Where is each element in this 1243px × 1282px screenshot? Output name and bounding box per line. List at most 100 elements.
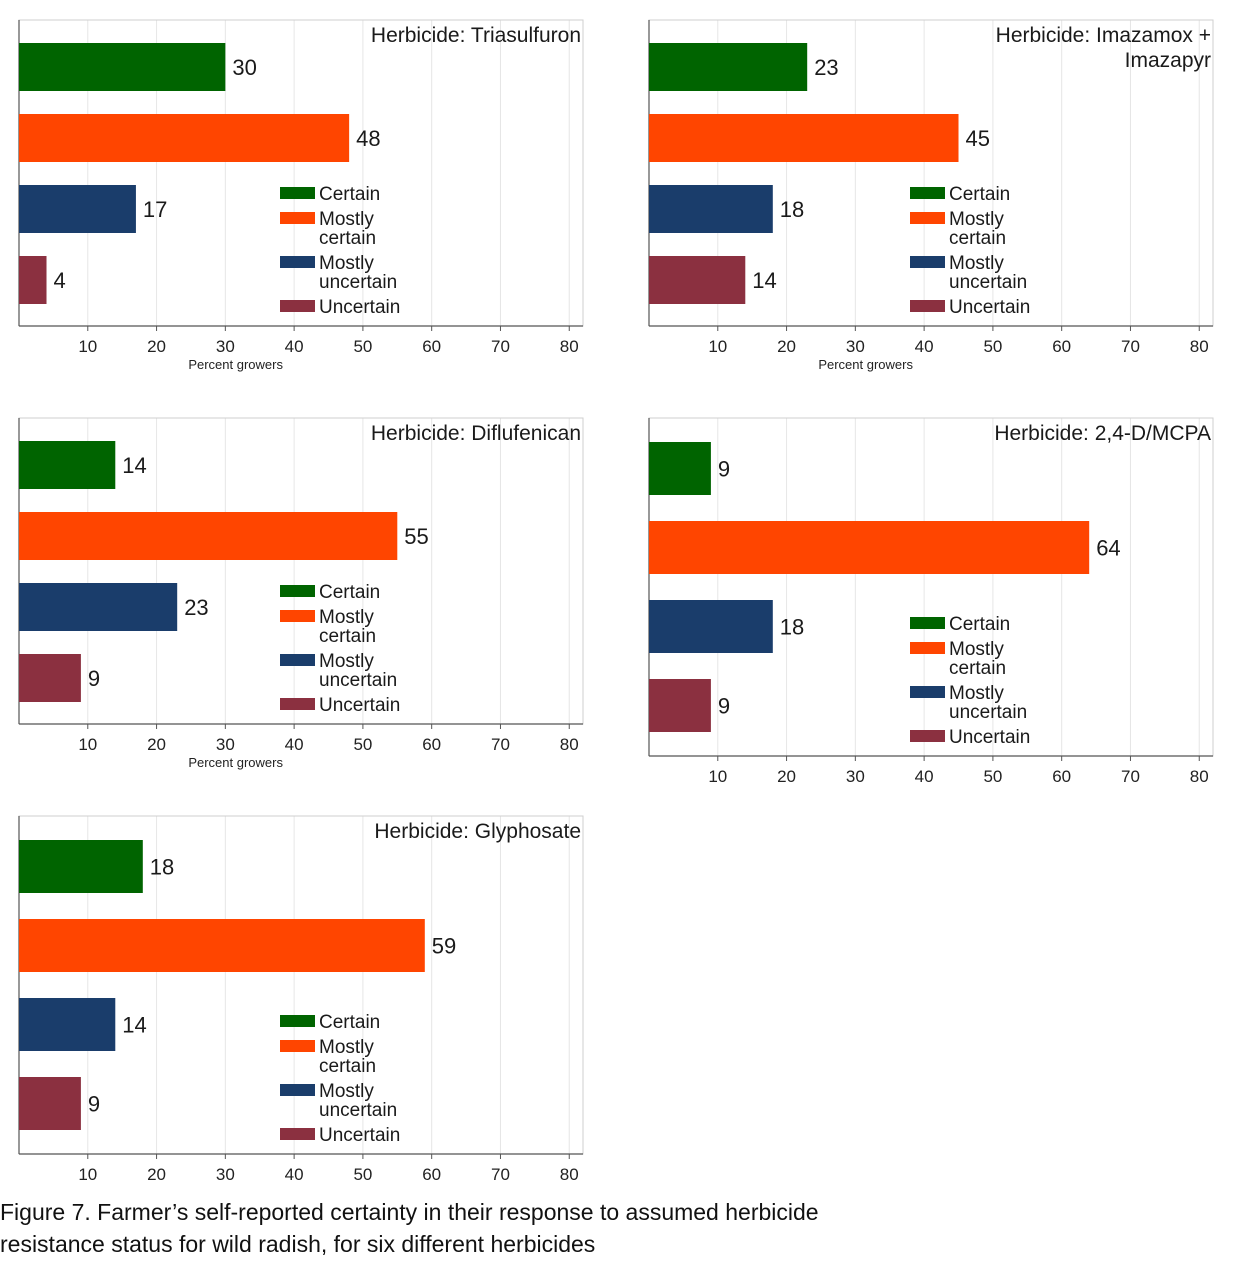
x-tick-label: 80 [1190,337,1209,356]
legend-label: uncertain [319,272,397,293]
bar-1 [649,442,711,495]
bar-4 [19,654,81,702]
bar-value-label: 30 [232,55,256,80]
bar-2 [649,521,1090,574]
legend-label: Certain [319,1012,380,1033]
x-tick-label: 20 [147,337,166,356]
legend-label: Uncertain [949,727,1030,748]
panel-title: Herbicide: Imazamox + [996,24,1211,47]
x-tick-label: 30 [216,1165,235,1184]
legend-swatch [280,698,315,710]
legend-label: certain [319,228,376,249]
caption-line-1: Figure 7. Farmer’s self-reported certain… [0,1199,819,1225]
bar-value-label: 17 [143,197,167,222]
legend-label: Mostly [949,209,1004,230]
x-axis-label: Percent growers [188,357,283,372]
legend-swatch [910,730,945,742]
x-tick-label: 30 [216,735,235,754]
chart-panel-5: 10 20 30 40 50 60 70 80 Herbicide: Glyphosate 18 5… [18,815,584,1184]
legend-label: Uncertain [319,1125,400,1146]
legend-label: Certain [319,184,380,205]
legend-label: certain [319,626,376,647]
legend-swatch [280,300,315,312]
x-tick-label: 10 [78,735,97,754]
x-tick-label: 60 [422,1165,441,1184]
bar-1 [19,441,116,489]
legend-label: Mostly [319,253,374,274]
legend-swatch [280,610,315,622]
bar-3 [19,998,116,1051]
bar-3 [649,600,773,653]
bar-3 [19,583,178,631]
legend-swatch [910,617,945,629]
x-tick-label: 80 [1190,767,1209,786]
legend-swatch [280,654,315,666]
bar-value-label: 23 [184,595,208,620]
legend-swatch [910,686,945,698]
bar-value-label: 9 [88,1092,100,1117]
x-tick-label: 10 [708,337,727,356]
legend-label: Uncertain [319,695,400,716]
x-tick-label: 70 [491,337,510,356]
legend-label: Certain [319,582,380,603]
legend-swatch [280,1015,315,1027]
legend-label: Mostly [949,683,1004,704]
legend-swatch [280,256,315,268]
bar-2 [19,512,398,560]
x-tick-label: 50 [353,1165,372,1184]
legend-label: Mostly [319,1081,374,1102]
x-axis-label: Percent growers [188,755,283,770]
x-tick-label: 50 [983,767,1002,786]
legend-label: Uncertain [949,297,1030,318]
x-tick-label: 20 [147,1165,166,1184]
bar-value-label: 23 [814,55,838,80]
bar-2 [19,114,350,162]
x-tick-label: 40 [915,767,934,786]
legend-swatch [280,585,315,597]
bar-value-label: 48 [356,126,380,151]
legend-swatch [280,212,315,224]
x-tick-label: 30 [846,337,865,356]
bar-value-label: 4 [54,268,66,293]
x-tick-label: 10 [708,767,727,786]
x-tick-label: 10 [78,1165,97,1184]
bar-value-label: 9 [718,694,730,719]
bar-1 [19,43,226,91]
panel-title: Herbicide: Glyphosate [374,820,581,843]
x-tick-label: 70 [1121,767,1140,786]
legend-label: uncertain [949,702,1027,723]
legend-label: Certain [949,614,1010,635]
x-tick-label: 20 [777,767,796,786]
x-tick-label: 60 [1052,767,1071,786]
legend-swatch [910,187,945,199]
x-tick-label: 80 [560,735,579,754]
x-tick-label: 30 [216,337,235,356]
legend-label: certain [949,228,1006,249]
x-tick-label: 10 [78,337,97,356]
bar-1 [19,840,143,893]
x-tick-label: 20 [147,735,166,754]
x-tick-label: 20 [777,337,796,356]
legend-label: uncertain [949,272,1027,293]
legend-label: certain [949,658,1006,679]
bar-value-label: 9 [88,666,100,691]
x-tick-label: 80 [560,337,579,356]
x-tick-label: 70 [1121,337,1140,356]
bar-4 [649,679,711,732]
legend-label: uncertain [319,670,397,691]
bar-4 [19,256,47,304]
x-tick-label: 40 [285,337,304,356]
legend-label: Mostly [319,209,374,230]
bar-value-label: 14 [752,268,776,293]
legend-label: Mostly [319,607,374,628]
panel-title: Imazapyr [1125,49,1211,72]
figure-panels: 10 20 30 40 50 60 70 80 Percent growers Herbicide… [18,19,1214,1184]
x-tick-label: 60 [422,735,441,754]
legend-label: Mostly [949,639,1004,660]
chart-panel-1: 10 20 30 40 50 60 70 80 Percent growers Herbicide… [18,19,584,372]
chart-panel-3: 10 20 30 40 50 60 70 80 Percent growers Herbicide… [18,417,584,770]
x-tick-label: 50 [983,337,1002,356]
panel-title: Herbicide: 2,4-D/MCPA [994,422,1211,445]
legend-label: Mostly [319,651,374,672]
figure-caption: Figure 7. Farmer’s self-reported certain… [0,1196,1000,1260]
